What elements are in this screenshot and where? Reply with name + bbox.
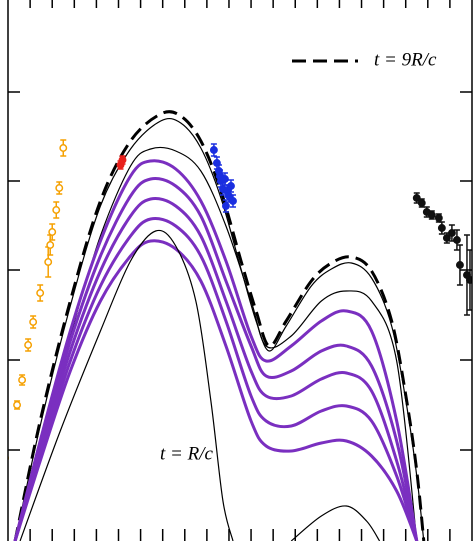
data-point [417, 199, 426, 207]
data-point [412, 194, 421, 202]
data-point [18, 376, 27, 384]
data-point [46, 241, 55, 249]
data-point [209, 146, 218, 154]
curve [13, 217, 419, 541]
data-point [118, 156, 127, 164]
plot-area [8, 110, 472, 541]
data-point [24, 341, 33, 349]
data-point [36, 289, 45, 297]
curve [13, 197, 419, 541]
data-point [452, 236, 461, 244]
data-point [13, 401, 22, 409]
data-point [29, 318, 38, 326]
data-point [437, 224, 446, 232]
data-point [229, 197, 237, 205]
curve [14, 117, 425, 541]
annotation: t = R/c [160, 443, 213, 464]
data-point [442, 234, 451, 242]
data-point [434, 214, 443, 222]
data-point [427, 211, 436, 219]
curve [13, 177, 419, 541]
data-point [44, 258, 53, 266]
data-point [55, 184, 64, 192]
data-point [447, 229, 456, 237]
curve [13, 110, 426, 541]
data-point [466, 276, 472, 284]
data-point [455, 261, 464, 269]
curve [13, 239, 419, 541]
curve [19, 229, 234, 541]
legend-label: t = 9R/c [374, 49, 437, 70]
data-point [48, 228, 57, 236]
data-point [227, 182, 235, 190]
data-point [215, 172, 224, 180]
curve [13, 159, 419, 541]
curve [290, 505, 381, 541]
data-point [52, 206, 61, 214]
data-point [59, 144, 68, 152]
data-point [222, 202, 230, 210]
